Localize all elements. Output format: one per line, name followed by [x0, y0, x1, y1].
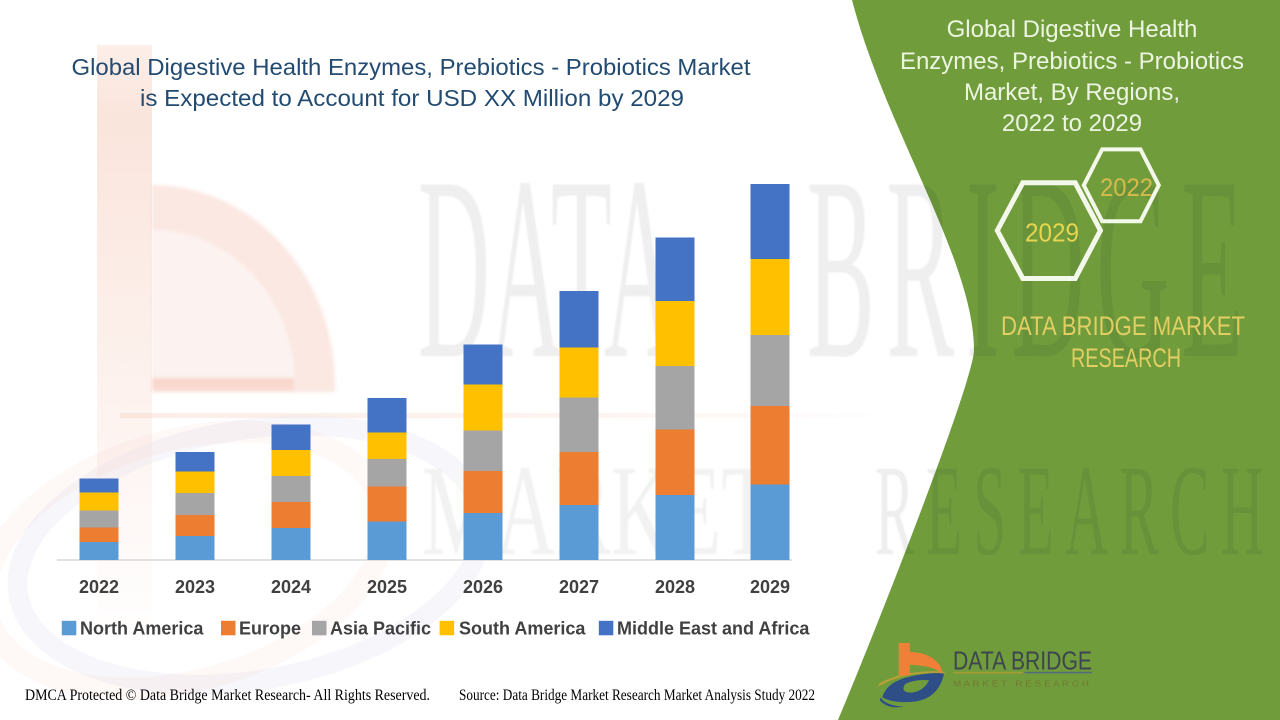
svg-text:Global Digestive Health Enzyme: Global Digestive Health Enzymes, Prebiot…: [72, 54, 751, 80]
svg-text:Global Digestive Health: Global Digestive Health: [947, 16, 1198, 43]
svg-text:Market, By Regions,: Market, By Regions,: [964, 79, 1180, 106]
svg-text:2029: 2029: [1025, 218, 1079, 248]
svg-text:2022: 2022: [79, 577, 119, 597]
svg-text:2024: 2024: [271, 577, 311, 597]
svg-text:DATA BRIDGE MARKET: DATA BRIDGE MARKET: [1001, 311, 1245, 341]
svg-text:2023: 2023: [175, 577, 215, 597]
svg-text:2026: 2026: [463, 577, 503, 597]
svg-text:South America: South America: [459, 619, 586, 639]
svg-text:M A R K E T R E S E A R C H: M A R K E T R E S E A R C H: [953, 680, 1089, 689]
svg-text:2027: 2027: [559, 577, 599, 597]
svg-text:2029: 2029: [750, 577, 790, 597]
svg-text:2025: 2025: [367, 577, 407, 597]
svg-text:DMCA Protected © Data Bridge M: DMCA Protected © Data Bridge Market Rese…: [25, 687, 430, 704]
svg-text:Enzymes, Prebiotics - Probioti: Enzymes, Prebiotics - Probiotics: [900, 48, 1244, 75]
svg-text:2028: 2028: [655, 577, 695, 597]
svg-text:Middle East and Africa: Middle East and Africa: [617, 619, 810, 639]
svg-text:2022 to 2029: 2022 to 2029: [1002, 110, 1142, 137]
svg-text:Source: Data Bridge Market Res: Source: Data Bridge Market Research Mark…: [459, 687, 815, 704]
svg-text:North America: North America: [80, 619, 204, 639]
svg-text:Europe: Europe: [239, 619, 301, 639]
svg-text:2022: 2022: [1100, 174, 1153, 202]
svg-text:is Expected to Account for USD: is Expected to Account for USD XX Millio…: [140, 85, 684, 111]
svg-text:DATA: DATA: [418, 123, 676, 413]
svg-text:DATA BRIDGE: DATA BRIDGE: [953, 646, 1092, 676]
svg-text:Asia Pacific: Asia Pacific: [330, 619, 431, 639]
svg-text:RESEARCH: RESEARCH: [1071, 343, 1181, 373]
